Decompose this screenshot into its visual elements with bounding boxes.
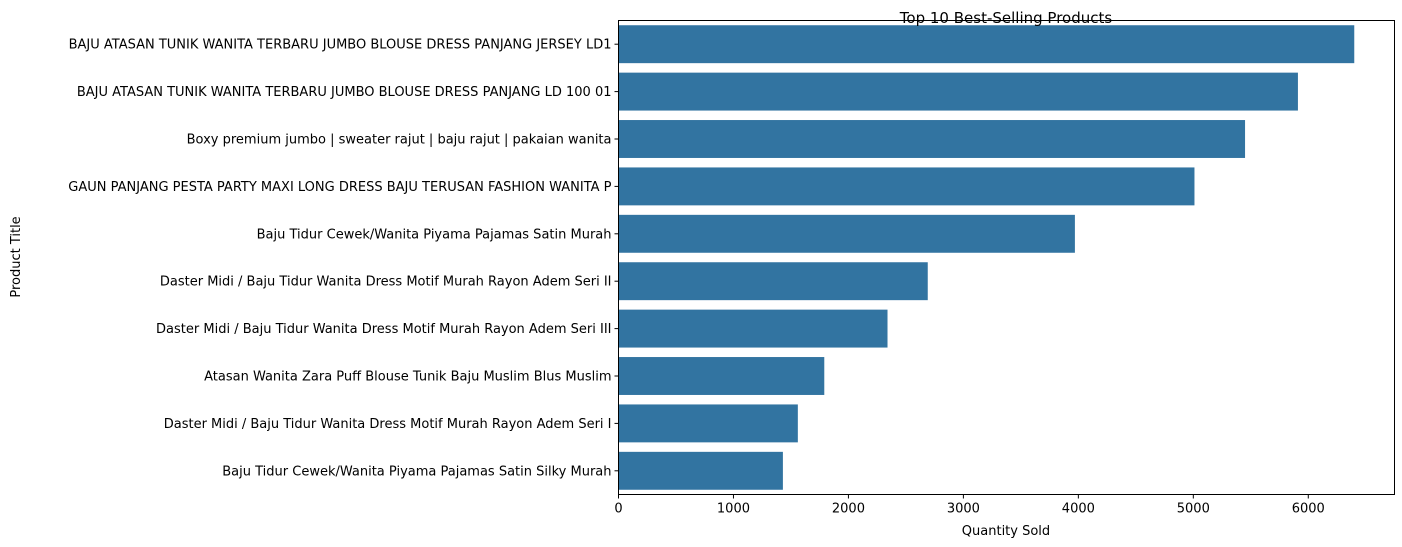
bar-1 <box>618 25 1355 64</box>
bars-layer <box>618 25 1355 490</box>
bar-2 <box>618 72 1298 111</box>
bar-10 <box>618 451 783 490</box>
y-tick-label: GAUN PANJANG PESTA PARTY MAXI LONG DRESS… <box>68 180 611 195</box>
chart-title: Top 10 Best-Selling Products <box>899 9 1113 27</box>
bar-7 <box>618 309 888 348</box>
y-tick-label: Baju Tidur Cewek/Wanita Piyama Pajamas S… <box>222 464 611 479</box>
y-tick-label: Daster Midi / Baju Tidur Wanita Dress Mo… <box>156 322 611 337</box>
bar-6 <box>618 262 928 301</box>
x-axis-ticks: 0 1000 2000 3000 4000 5000 6000 <box>614 494 1325 517</box>
x-tick-label: 1000 <box>717 502 750 517</box>
y-tick-label: BAJU ATASAN TUNIK WANITA TERBARU JUMBO B… <box>69 38 612 53</box>
x-tick-label: 3000 <box>947 502 980 517</box>
axes-layer <box>618 20 1395 495</box>
bar-4 <box>618 167 1195 206</box>
x-axis-label: Quantity Sold <box>962 524 1050 539</box>
y-tick-label: Atasan Wanita Zara Puff Blouse Tunik Baj… <box>204 370 611 385</box>
bar-3 <box>618 120 1246 158</box>
x-tick-label: 0 <box>614 502 622 517</box>
bar-9 <box>618 404 798 443</box>
y-tick-label: Daster Midi / Baju Tidur Wanita Dress Mo… <box>164 417 612 432</box>
x-tick-label: 2000 <box>832 502 865 517</box>
bar-5 <box>618 214 1075 253</box>
x-tick-label: 6000 <box>1292 502 1325 517</box>
bar-8 <box>618 357 825 395</box>
y-tick-label: Boxy premium jumbo | sweater rajut | baj… <box>187 133 612 148</box>
y-tick-label: Baju Tidur Cewek/Wanita Piyama Pajamas S… <box>257 227 612 242</box>
y-tick-label: Daster Midi / Baju Tidur Wanita Dress Mo… <box>160 275 612 290</box>
x-tick-label: 5000 <box>1177 502 1210 517</box>
plot-frame <box>618 20 1395 495</box>
y-tick-label: BAJU ATASAN TUNIK WANITA TERBARU JUMBO B… <box>77 85 612 100</box>
x-tick-label: 4000 <box>1062 502 1095 517</box>
y-axis-label: Product Title <box>9 216 24 297</box>
y-axis-ticks: BAJU ATASAN TUNIK WANITA TERBARU JUMBO B… <box>68 38 619 479</box>
